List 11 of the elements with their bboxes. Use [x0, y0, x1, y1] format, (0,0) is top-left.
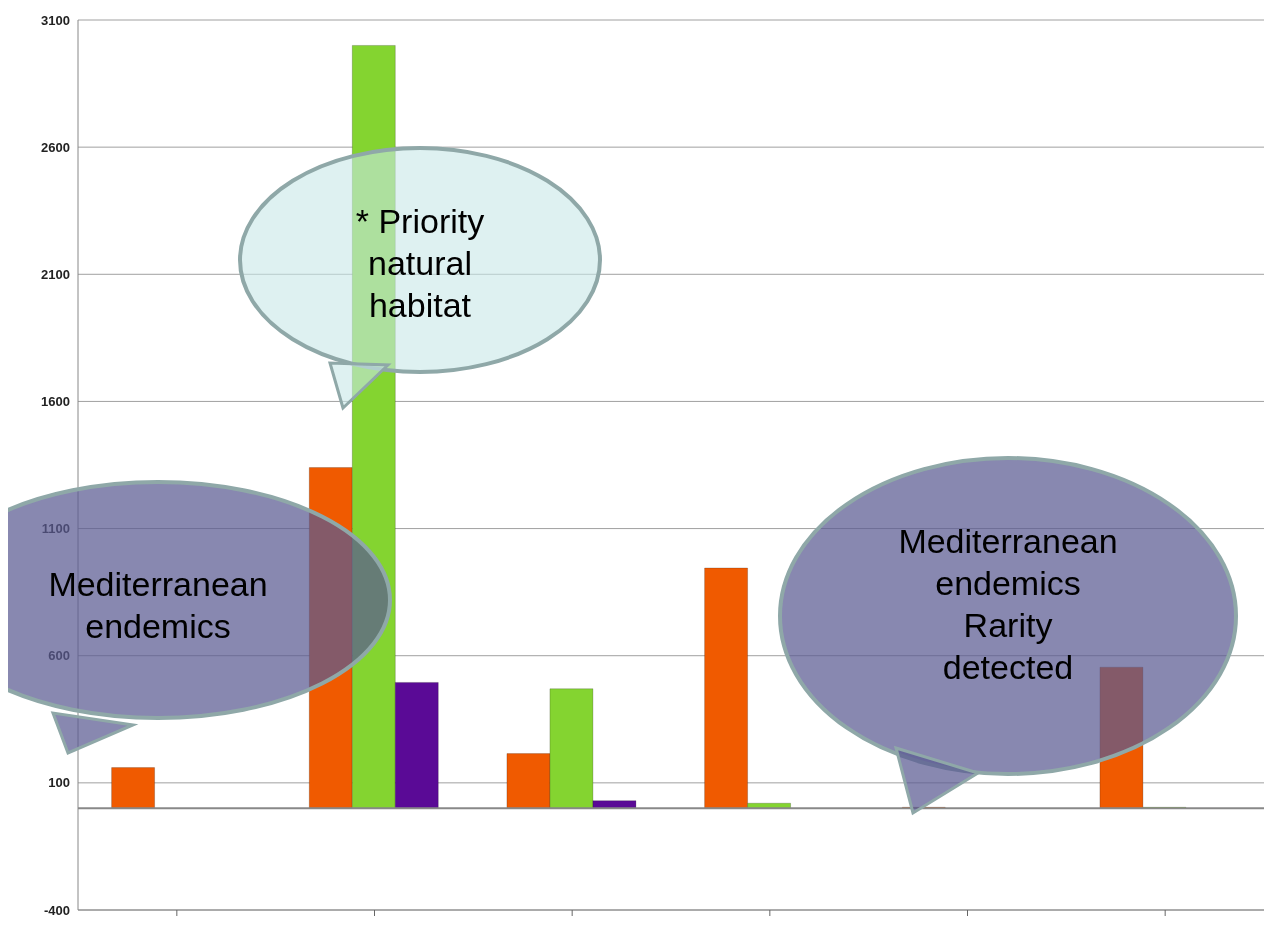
y-tick-label: -400 [43, 902, 70, 918]
y-tick-label: 2600 [41, 139, 70, 155]
y-tick-label: 1100 [41, 521, 70, 537]
annotation: Mediterranean endemics Rarity detected [898, 522, 1118, 686]
y-tick-label: 100 [48, 775, 70, 791]
annotation: * Priority natural habitat [355, 202, 485, 324]
y-tick-label: 3100 [41, 12, 70, 28]
annotation: Mediterranean endemics [48, 565, 268, 645]
y-tick-label: 2100 [41, 266, 70, 282]
y-tick-label: 600 [48, 648, 70, 664]
y-tick-label: 1600 [41, 394, 70, 410]
